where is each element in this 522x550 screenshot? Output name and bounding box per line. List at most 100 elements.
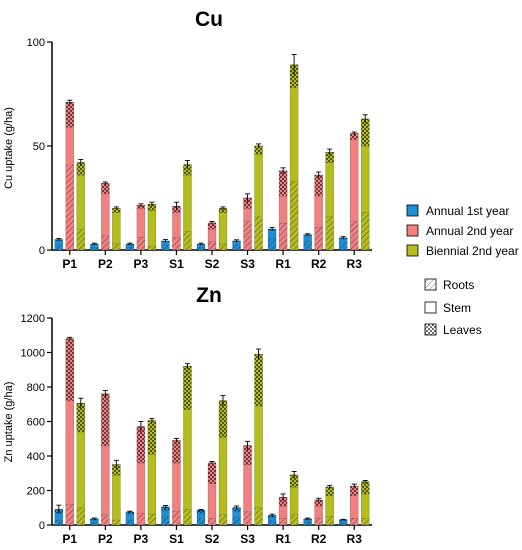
zn-bar-r1-annual-1st-year-stem [268,517,277,521]
cu-bar-r1-biennial-2nd-year-leaves-pattern [290,64,299,88]
zn-bar-s3-biennial-2nd-year-roots-pattern [254,507,263,525]
zn-bar-r3-biennial-2nd-year-stem [361,493,370,519]
legend-label-biennial-2nd-year: Biennial 2nd year [426,244,519,258]
zn-bar-r3-annual-1st-year-roots-pattern [339,522,348,525]
zn-bar-r3-annual-1st-year-stem [339,520,348,523]
zn-bar-p1-annual-2nd-year-stem [65,400,74,505]
cu-bar-r1-annual-1st-year-stem [268,230,277,239]
zn-bar-p2-annual-2nd-year-stem [101,445,110,515]
organ-legend: Roots Stem Leaves [424,278,482,337]
zn-title: Zn [196,284,222,307]
cu-bar-r3-annual-2nd-year-roots-pattern [350,220,359,250]
cu-bar-r2-annual-2nd-year-leaves-pattern [314,175,323,196]
legend-swatch-leaves [424,323,437,336]
zn-bar-p1-annual-1st-year-roots-pattern [54,519,63,525]
zn-bar-s3-annual-2nd-year-leaves-pattern [243,445,252,465]
cu-bar-s2-biennial-2nd-year-stem [219,212,227,244]
cu-bar-p1-annual-1st-year-roots-pattern [54,244,63,250]
zn-bar-s1-annual-1st-year-stem [161,510,170,517]
zn-bar-p3-biennial-2nd-year-roots-pattern [147,514,156,525]
cu-bar-r3-annual-2nd-year-stem [350,139,359,221]
cu-bar-s3-biennial-2nd-year-stem [254,154,263,217]
cu-bar-s3-annual-2nd-year-stem [243,208,252,221]
zn-bar-r1-biennial-2nd-year-roots-pattern [290,514,299,525]
cu-chart: Cu Cu uptake (g/ha) 0 50 100 P1 P2 P3 S1 S2 S3 R1… [3,8,372,271]
cu-category-label-p1: P1 [62,257,77,271]
zn-bar-s3-biennial-2nd-year-stem [254,405,263,508]
legend-label-leaves: Leaves [443,323,482,337]
legend-swatch-biennial-2nd-year [406,244,419,257]
cu-y-tick-label: 0 [39,245,45,257]
zn-bar-p2-annual-1st-year-roots-pattern [90,522,99,525]
cu-category-label-r1: R1 [275,257,291,271]
cu-bar-s1-biennial-2nd-year-roots-pattern [183,231,192,250]
zn-y-tick-label: 800 [27,382,45,394]
cu-bar-s3-biennial-2nd-year-leaves-pattern [254,146,263,155]
legend-label-roots: Roots [443,278,474,292]
cu-bar-p1-annual-2nd-year-leaves-pattern [65,102,74,128]
cu-bar-s1-annual-2nd-year-roots-pattern [172,237,181,250]
zn-bar-r2-biennial-2nd-year-roots-pattern [325,516,334,525]
series-legend: Annual 1st year Annual 2nd year Biennial… [406,204,519,258]
zn-bar-s3-annual-1st-year-roots-pattern [232,517,241,525]
zn-bar-s2-annual-2nd-year-leaves-pattern [208,462,216,484]
legend-swatch-annual-2nd-year [406,224,419,237]
zn-bar-p1-biennial-2nd-year-roots-pattern [76,507,85,525]
zn-y-tick-label: 1200 [21,313,45,325]
zn-y-tick-label: 1000 [21,348,45,360]
zn-bar-r3-biennial-2nd-year-roots-pattern [361,518,370,525]
zn-bar-p1-annual-2nd-year-roots-pattern [65,504,74,525]
cu-category-label-s3: S3 [240,257,255,271]
zn-bar-s3-biennial-2nd-year-leaves-pattern [254,354,263,406]
zn-bar-r3-annual-2nd-year-roots-pattern [350,518,359,525]
zn-bar-s1-biennial-2nd-year-roots-pattern [183,509,192,525]
zn-bar-p2-biennial-2nd-year-roots-pattern [112,519,121,525]
zn-bar-r2-annual-2nd-year-stem [314,506,323,519]
cu-category-label-r2: R2 [311,257,327,271]
zn-chart: Zn Zn uptake (g/ha) 0 200 400 600 800 1000 120… [3,284,372,546]
cu-bar-r2-annual-2nd-year-stem [314,195,323,228]
zn-bar-p1-annual-1st-year-stem [54,512,63,520]
zn-bar-r1-biennial-2nd-year-stem [290,487,299,515]
zn-bar-p3-annual-2nd-year-stem [136,462,145,513]
zn-bar-r3-biennial-2nd-year-leaves-pattern [361,481,370,494]
cu-category-label-p3: P3 [134,257,149,271]
cu-bar-r2-annual-2nd-year-roots-pattern [314,227,323,250]
zn-category-label-p1: P1 [62,532,77,546]
zn-bar-s1-annual-2nd-year-stem [172,462,181,512]
zn-y-tick-label: 400 [27,451,45,463]
zn-bar-s1-annual-1st-year-roots-pattern [161,516,170,525]
cu-bar-p2-biennial-2nd-year-leaves-pattern [112,208,121,213]
cu-bar-s1-biennial-2nd-year-stem [183,175,192,232]
zn-category-label-s1: S1 [169,532,184,546]
cu-bar-p1-biennial-2nd-year-stem [76,175,85,230]
zn-bar-r1-annual-2nd-year-roots-pattern [279,518,288,525]
cu-category-label-s1: S1 [169,257,184,271]
zn-bar-r1-annual-1st-year-roots-pattern [268,520,277,525]
cu-bar-r3-biennial-2nd-year-roots-pattern [361,212,370,250]
cu-bar-p3-biennial-2nd-year-leaves-pattern [147,204,156,211]
zn-bar-r1-annual-2nd-year-leaves-pattern [279,497,288,507]
zn-bar-s2-biennial-2nd-year-leaves-pattern [219,400,227,438]
zn-plot-area: 0 200 400 600 800 1000 1200 P1 P2 P3 S1 S2 S3 R1 R2 R3 [21,313,372,546]
zn-bar-s1-annual-1st-year-leaves-pattern [161,506,170,511]
zn-y-tick-label: 0 [39,520,45,532]
zn-category-label-p2: P2 [98,532,113,546]
zn-bar-p3-annual-2nd-year-leaves-pattern [136,426,145,463]
cu-bar-s1-annual-1st-year-stem [161,241,170,245]
zn-bar-s3-annual-1st-year-stem [232,511,241,518]
zn-bar-r2-biennial-2nd-year-stem [325,495,334,517]
zn-bar-p3-biennial-2nd-year-stem [147,454,156,515]
zn-bar-s1-biennial-2nd-year-stem [183,409,192,510]
zn-bar-r2-annual-1st-year-roots-pattern [303,521,312,525]
cu-bar-s2-annual-2nd-year-stem [208,229,216,242]
cu-bar-p1-biennial-2nd-year-leaves-pattern [76,162,85,176]
zn-bar-p3-annual-1st-year-stem [125,513,134,520]
zn-category-label-r2: R2 [311,532,327,546]
cu-bar-r1-annual-2nd-year-stem [279,195,288,223]
cu-bar-p1-annual-1st-year-stem [54,240,63,245]
cu-bar-r3-annual-1st-year-stem [339,238,348,243]
zn-y-tick-label: 600 [27,417,45,429]
cu-bar-p3-annual-1st-year-roots-pattern [125,246,134,250]
zn-bar-r3-annual-2nd-year-leaves-pattern [350,486,359,496]
